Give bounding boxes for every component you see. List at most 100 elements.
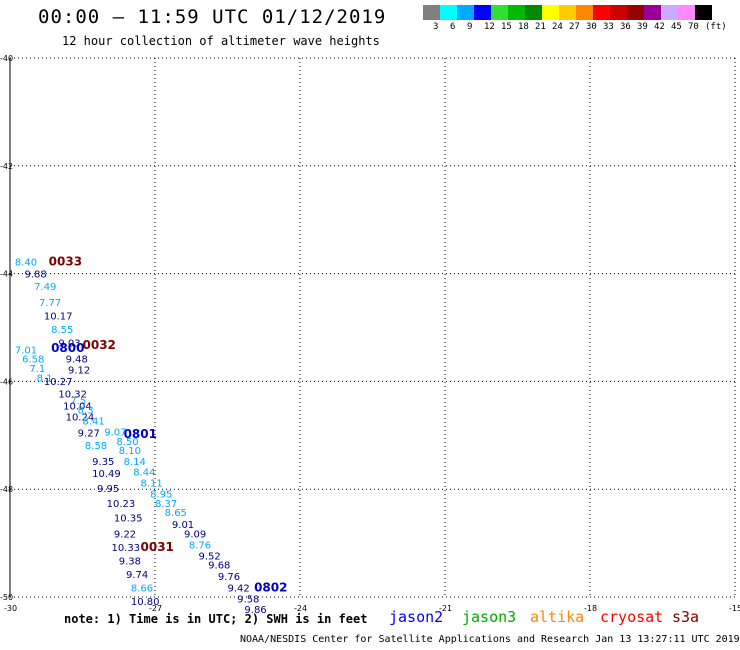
wave-height-label: 9.95: [97, 484, 119, 495]
wave-height-label: 8.50: [116, 437, 138, 448]
wave-height-label: 10.35: [114, 514, 143, 525]
wave-height-label: 8.37: [155, 499, 177, 510]
page-subtitle: 12 hour collection of altimeter wave hei…: [62, 34, 380, 48]
wave-height-label: 10.80: [131, 597, 160, 608]
wave-height-label: 9.03: [58, 338, 80, 349]
wave-height-label: 10.24: [66, 413, 95, 424]
lon-tick-label: -18: [584, 604, 597, 613]
wave-height-label: 10.33: [112, 543, 141, 554]
wave-height-label: 10.27: [44, 377, 73, 388]
wave-height-label: 8.11: [141, 479, 163, 490]
color-swatch: [593, 5, 610, 20]
color-scale-label: 27: [569, 22, 580, 32]
color-scale-label: 9: [467, 22, 473, 32]
wave-height-label: 8.55: [51, 325, 73, 336]
wave-height-label: 8.66: [131, 584, 153, 595]
pass-time-label: 0031: [141, 540, 174, 554]
color-scale-label: 30: [586, 22, 597, 32]
color-swatch: [644, 5, 661, 20]
wave-height-label: 9.35: [92, 457, 114, 468]
lon-tick-label: -24: [294, 604, 307, 613]
color-swatch: [695, 5, 712, 20]
wave-height-label: 8.76: [189, 540, 211, 551]
color-scale-bar: [423, 5, 712, 20]
wave-height-label: 10.23: [107, 499, 136, 510]
color-swatch: [440, 5, 457, 20]
color-swatch: [661, 5, 678, 20]
wave-height-label: 9.48: [66, 355, 88, 366]
color-scale-label: 36: [620, 22, 631, 32]
lat-tick-label: -48: [0, 485, 13, 494]
color-scale-label: 33: [603, 22, 614, 32]
color-swatch: [627, 5, 644, 20]
lat-tick-label: -40: [0, 54, 13, 63]
wave-height-label: 9.52: [199, 551, 221, 562]
color-scale-label: 42: [654, 22, 665, 32]
wave-height-label: 9.38: [119, 557, 141, 568]
wave-height-label: 8.1: [37, 373, 53, 384]
lon-tick-label: -30: [4, 604, 17, 613]
color-swatch: [508, 5, 525, 20]
color-scale-label: 70: [688, 22, 699, 32]
wave-height-label: 9.01: [172, 520, 194, 531]
color-scale-label: 6: [450, 22, 456, 32]
wave-height-label: 7.5: [70, 396, 86, 407]
wave-height-label: 10.32: [58, 390, 87, 401]
lat-tick-label: -46: [0, 377, 13, 386]
satellite-legend-item: s3a: [672, 608, 700, 626]
wave-height-label: 8.58: [85, 441, 107, 452]
wave-height-label: 9.68: [208, 560, 230, 571]
lat-tick-label: -42: [0, 162, 13, 171]
color-scale-label: 3: [433, 22, 439, 32]
wave-height-label: 9.86: [244, 605, 266, 616]
satellite-legend-item: cryosat: [600, 608, 664, 626]
footer-note: note: 1) Time is in UTC; 2) SWH is in fe…: [64, 612, 368, 626]
wave-height-label: 7.1: [29, 364, 45, 375]
lon-tick-label: -21: [439, 604, 452, 613]
wave-height-label: 9.58: [237, 594, 259, 605]
color-scale-label: 12: [484, 22, 495, 32]
wave-height-label: 9.27: [78, 428, 100, 439]
wave-height-label: 9.22: [114, 530, 136, 541]
wave-height-label: 7.01: [15, 345, 37, 356]
wave-height-label: 8.14: [124, 457, 146, 468]
wave-height-label: 9.74: [126, 570, 148, 581]
wave-height-label: 8.41: [83, 417, 105, 428]
wave-height-label: 8.95: [150, 489, 172, 500]
color-scale-label: 45: [671, 22, 682, 32]
wave-height-label: 8.40: [15, 258, 37, 269]
pass-time-label: 0033: [49, 255, 82, 269]
wave-height-label: 8.65: [165, 508, 187, 519]
wave-height-label: 10.17: [44, 311, 73, 322]
color-swatch: [474, 5, 491, 20]
color-swatch: [576, 5, 593, 20]
wave-height-label: 6.58: [22, 355, 44, 366]
lon-tick-label: -15: [729, 604, 740, 613]
pass-time-label: 0800: [51, 341, 84, 355]
wave-height-label: 9.09: [184, 530, 206, 541]
color-swatch: [423, 5, 440, 20]
color-swatch: [559, 5, 576, 20]
wave-height-label: 10.49: [92, 469, 121, 480]
wave-height-label: 9.07: [104, 427, 126, 438]
wave-height-label: 8.10: [119, 446, 141, 457]
pass-time-label: 0801: [124, 427, 157, 441]
footer-credit: NOAA/NESDIS Center for Satellite Applica…: [240, 634, 740, 645]
lat-tick-label: -44: [0, 270, 13, 279]
page-title: 00:00 – 11:59 UTC 01/12/2019: [38, 6, 387, 28]
color-swatch: [610, 5, 627, 20]
color-scale-label: 15: [501, 22, 512, 32]
color-swatch: [525, 5, 542, 20]
lat-tick-label: -50: [0, 593, 13, 602]
color-swatch: [457, 5, 474, 20]
color-scale-label: 39: [637, 22, 648, 32]
satellite-legend-item: jason2: [389, 608, 444, 626]
color-swatch: [678, 5, 695, 20]
color-scale-label: 21: [535, 22, 546, 32]
pass-time-label: 0802: [254, 581, 287, 595]
wave-height-label: 9.88: [25, 269, 47, 280]
wave-height-label: 7.77: [39, 298, 61, 309]
wave-height-label: 9.76: [218, 572, 240, 583]
pass-time-label: 0032: [83, 338, 116, 352]
